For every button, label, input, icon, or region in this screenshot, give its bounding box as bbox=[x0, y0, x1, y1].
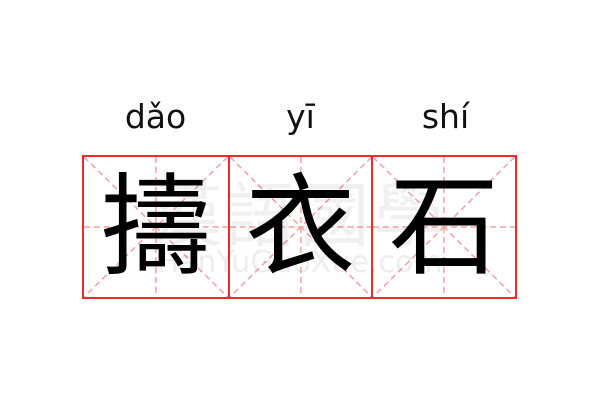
character-grid: 擣 衣 石 bbox=[82, 155, 517, 299]
pinyin-3: shí bbox=[421, 97, 470, 136]
character: 衣 bbox=[245, 163, 356, 291]
guide-lines bbox=[229, 157, 372, 297]
pinyin-1: dǎo bbox=[124, 97, 187, 136]
character: 石 bbox=[389, 163, 500, 291]
character-cell: 衣 bbox=[227, 157, 372, 297]
character: 擣 bbox=[100, 163, 211, 291]
guide-lines bbox=[84, 157, 228, 297]
character-cell: 擣 bbox=[84, 157, 228, 297]
pinyin-2: yī bbox=[286, 97, 315, 136]
character-cell: 石 bbox=[371, 157, 515, 297]
guide-lines bbox=[373, 157, 515, 297]
